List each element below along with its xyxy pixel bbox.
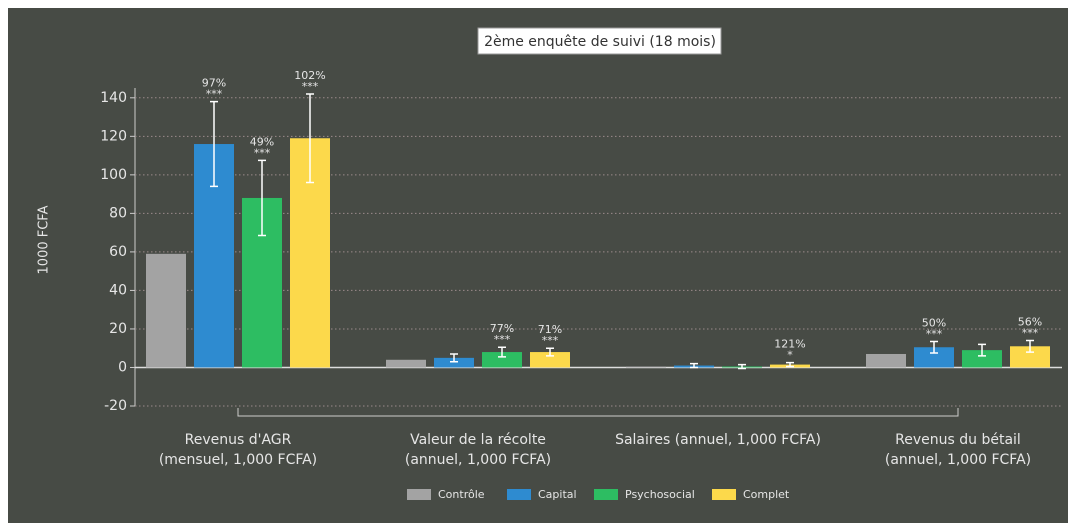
x-tick-label: Revenus d'AGR: [185, 432, 292, 448]
y-tick-label: -20: [104, 398, 127, 414]
bar: [386, 359, 426, 368]
significance: ***: [1022, 327, 1039, 340]
x-tick-label: (mensuel, 1,000 FCFA): [159, 452, 317, 468]
effect-label: 50%: [922, 316, 946, 329]
x-tick-label: Salaires (annuel, 1,000 FCFA): [615, 432, 821, 448]
effect-label: 56%: [1018, 316, 1042, 329]
significance: ***: [206, 88, 223, 101]
error-bar: [786, 361, 794, 368]
bar: [914, 347, 954, 368]
bar: [530, 352, 570, 368]
legend-label: Complet: [743, 488, 790, 501]
y-tick-label: 40: [109, 282, 127, 298]
error-bar: [498, 346, 506, 358]
effect-label: 97%: [202, 77, 226, 90]
legend-swatch: [507, 489, 531, 500]
y-tick-label: 20: [109, 321, 127, 337]
x-tick-label: (annuel, 1,000 FCFA): [885, 452, 1031, 468]
y-tick-label: 100: [100, 167, 127, 183]
x-tick-label: (annuel, 1,000 FCFA): [405, 452, 551, 468]
error-bar: [690, 362, 698, 369]
bar: [866, 353, 906, 368]
y-axis-label: 1000 FCFA: [37, 205, 52, 274]
error-bar: [210, 100, 218, 188]
significance: ***: [302, 80, 319, 93]
legend-label: Psychosocial: [625, 488, 695, 501]
error-bar: [738, 363, 746, 370]
chart-title: 2ème enquête de suivi (18 mois): [484, 34, 716, 50]
bar: [1010, 346, 1050, 368]
effect-label: 71%: [538, 323, 562, 336]
error-bar: [930, 340, 938, 354]
significance: *: [787, 349, 793, 362]
title-box: [477, 27, 722, 55]
effect-label: 77%: [490, 322, 514, 335]
legend-swatch: [407, 489, 431, 500]
bar: [626, 366, 666, 368]
x-tick-label: Revenus du bétail: [895, 432, 1021, 448]
error-bar: [306, 93, 314, 184]
effect-label: 121%: [774, 338, 805, 351]
legend-swatch: [594, 489, 618, 500]
legend-swatch: [712, 489, 736, 500]
x-tick-label: Valeur de la récolte: [410, 432, 546, 448]
bar: [434, 357, 474, 368]
error-bar: [978, 343, 986, 357]
y-tick-label: 0: [118, 359, 127, 375]
error-bar: [258, 159, 266, 237]
significance: ***: [926, 327, 943, 340]
y-tick-label: 60: [109, 244, 127, 260]
bracket: [237, 408, 959, 417]
effect-label: 102%: [294, 69, 325, 82]
error-bar: [1026, 339, 1034, 353]
y-tick-label: 80: [109, 205, 127, 221]
bar: [962, 350, 1002, 368]
y-tick-label: 120: [100, 128, 127, 144]
significance: ***: [254, 146, 271, 159]
legend-label: Contrôle: [438, 488, 485, 501]
error-bar: [450, 353, 458, 363]
significance: ***: [542, 334, 559, 347]
error-bar: [546, 347, 554, 357]
y-tick-label: 140: [100, 90, 127, 106]
bar: [482, 352, 522, 368]
significance: ***: [494, 333, 511, 346]
legend-label: Capital: [538, 488, 577, 501]
effect-label: 49%: [250, 135, 274, 148]
bar: [146, 253, 186, 368]
